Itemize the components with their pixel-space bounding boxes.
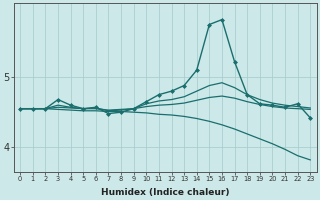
X-axis label: Humidex (Indice chaleur): Humidex (Indice chaleur): [101, 188, 229, 197]
